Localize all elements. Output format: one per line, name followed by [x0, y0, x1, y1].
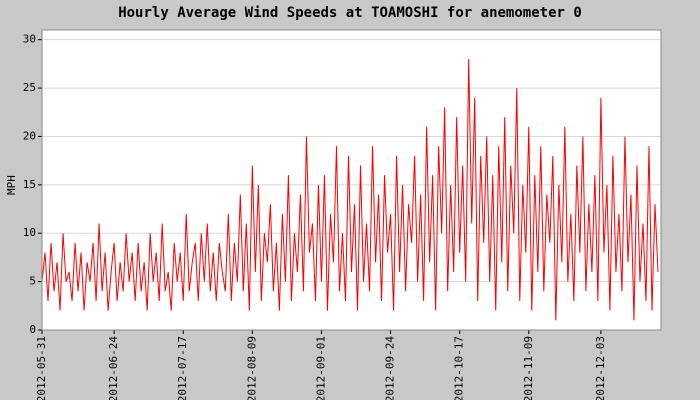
x-tick-label: 2012-06-24	[107, 336, 120, 400]
chart-title: Hourly Average Wind Speeds at TOAMOSHI f…	[118, 5, 582, 21]
plot-frame	[41, 29, 662, 331]
y-tick-label: 15	[23, 178, 36, 191]
plot-area	[42, 30, 661, 330]
y-axis-label: MPH	[5, 175, 18, 195]
x-tick-label: 2012-07-17	[176, 336, 189, 400]
x-tick-label: 2012-09-24	[384, 336, 397, 400]
y-tick-label: 5	[29, 275, 36, 288]
x-tick-label: 2012-11-09	[522, 336, 535, 400]
y-tick-label: 20	[23, 129, 36, 142]
wind-speed-line	[41, 59, 659, 321]
y-tick-label: 0	[29, 323, 36, 336]
y-tick-label: 25	[23, 81, 36, 94]
x-tick-label: 2012-12-03	[594, 336, 607, 400]
x-tick-label: 2012-09-01	[314, 336, 327, 400]
y-tick-label: 30	[23, 33, 36, 46]
y-tick-label: 10	[23, 226, 36, 239]
x-tick-label: 2012-08-09	[245, 336, 258, 400]
x-tick-label: 2012-05-31	[35, 336, 48, 400]
x-tick-label: 2012-10-17	[453, 336, 466, 400]
